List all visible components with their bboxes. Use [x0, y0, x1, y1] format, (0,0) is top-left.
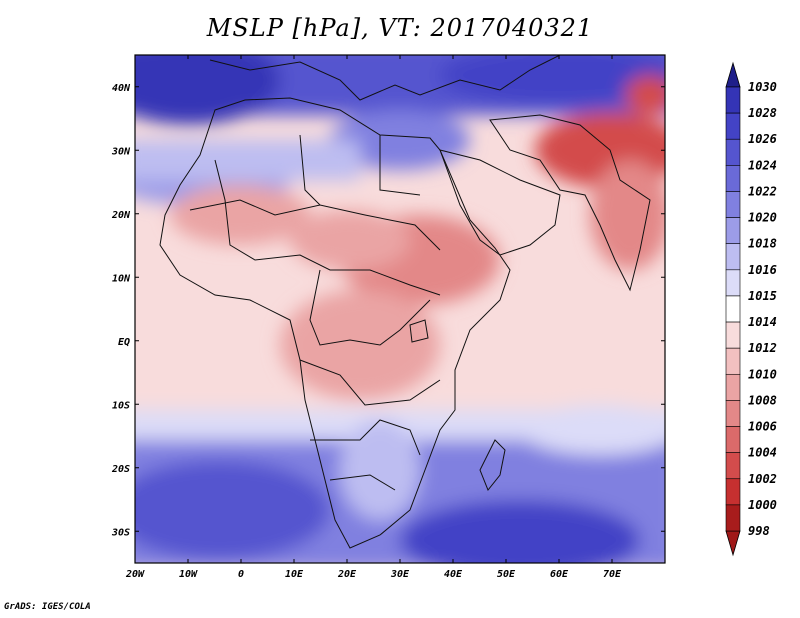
lon-tick-label: 30E: [390, 569, 410, 580]
colorbar-label: 1010: [748, 367, 777, 381]
colorbar-label: 1016: [748, 263, 777, 277]
lat-tick-label: 30N: [111, 146, 131, 157]
lat-tick-label: 10S: [112, 400, 130, 411]
lat-tick-label: 40N: [112, 83, 131, 94]
lon-tick-label: 10W: [179, 569, 198, 580]
colorbar-label: 1020: [748, 211, 777, 225]
longitude-axis: 20W 10W 0 10E 20E 30E 40E 50E 60E 70E: [125, 55, 622, 580]
colorbar-swatch: [725, 243, 741, 271]
colorbar-swatch: [725, 452, 741, 480]
colorbar-swatch: [725, 112, 741, 140]
colorbar-label: 1014: [748, 315, 777, 329]
colorbar-label: 1026: [748, 132, 777, 146]
colorbar-swatch: [725, 373, 741, 401]
colorbar-bottom-arrow: [725, 530, 741, 557]
colorbar-top-arrow: [725, 61, 741, 88]
colorbar-swatch: [725, 191, 741, 218]
colorbar-swatch: [725, 138, 741, 166]
colorbar-label: 1022: [748, 184, 777, 198]
lat-tick-label: 20N: [111, 210, 131, 221]
colorbar-swatch: [725, 295, 741, 323]
colorbar-swatch: [725, 478, 741, 506]
colorbar-swatch: [725, 269, 741, 297]
lon-tick-label: 10E: [285, 569, 304, 580]
colorbar-swatch: [725, 426, 741, 453]
map-title: MSLP [hPa], VT: 2017040321: [206, 14, 594, 42]
colorbar-label: 1006: [748, 420, 777, 434]
lon-tick-label: 20E: [337, 569, 357, 580]
colorbar-label: 998: [748, 524, 770, 538]
colorbar-swatch: [725, 86, 741, 114]
colorbar-label: 1018: [748, 237, 777, 251]
colorbar-swatch: [725, 321, 741, 349]
lon-tick-label: 40E: [444, 569, 463, 580]
lon-tick-label: 50E: [497, 569, 516, 580]
lat-tick-label: EQ: [118, 337, 130, 348]
colorbar-label: 1030: [748, 80, 777, 94]
country-boundaries: [159, 55, 651, 549]
colorbar-swatch: [725, 347, 741, 375]
lon-tick-label: 0: [238, 569, 244, 580]
colorbar-swatch: [725, 165, 741, 192]
colorbar-label: 1012: [748, 341, 777, 355]
colorbar-label: 1028: [748, 106, 777, 120]
pressure-field: [135, 55, 665, 563]
lat-tick-label: 20S: [111, 464, 130, 475]
grads-credit: GrADS: IGES/COLA: [4, 602, 91, 612]
colorbar-label: 1015: [748, 289, 777, 303]
colorbar-label: 1024: [748, 158, 777, 172]
colorbar: 1030 1028 1026 1024 1022 1020 1018 1016 1015 1014…: [725, 61, 777, 557]
lon-tick-label: 20W: [125, 569, 145, 580]
colorbar-swatch: [725, 400, 741, 427]
latitude-axis: 40N 30N 20N 10N EQ 10S 20S 30S: [111, 83, 665, 538]
colorbar-label: 1002: [748, 472, 777, 486]
colorbar-label: 1004: [748, 446, 777, 460]
lon-tick-label: 70E: [603, 569, 622, 580]
colorbar-label: 1000: [748, 498, 777, 512]
lat-tick-label: 30S: [111, 527, 130, 538]
colorbar-label: 1008: [748, 393, 777, 407]
lon-tick-label: 60E: [550, 569, 569, 580]
colorbar-swatch: [725, 217, 741, 245]
colorbar-swatch: [725, 504, 741, 532]
lat-tick-label: 10N: [112, 273, 131, 284]
